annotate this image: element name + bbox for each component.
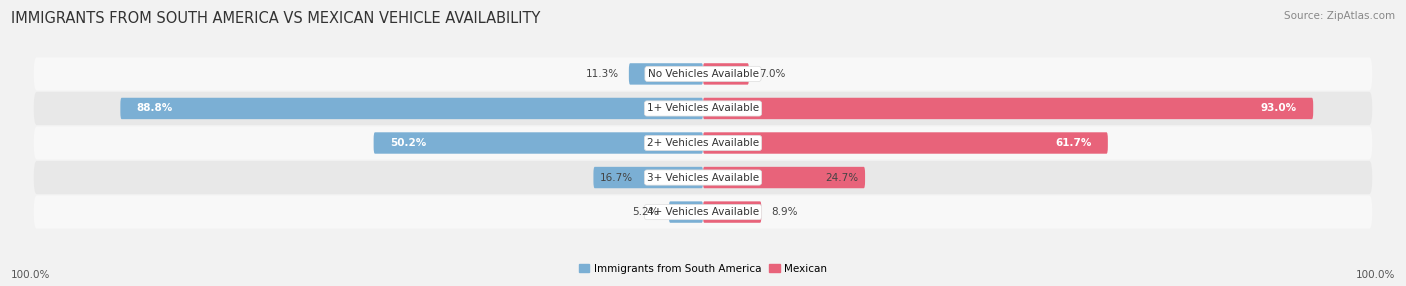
- Text: 24.7%: 24.7%: [825, 172, 859, 182]
- FancyBboxPatch shape: [34, 161, 1372, 194]
- FancyBboxPatch shape: [703, 63, 749, 85]
- Text: Source: ZipAtlas.com: Source: ZipAtlas.com: [1284, 11, 1395, 21]
- FancyBboxPatch shape: [34, 57, 1372, 90]
- Text: 3+ Vehicles Available: 3+ Vehicles Available: [647, 172, 759, 182]
- Text: 100.0%: 100.0%: [11, 270, 51, 280]
- FancyBboxPatch shape: [703, 98, 1313, 119]
- FancyBboxPatch shape: [703, 201, 762, 223]
- FancyBboxPatch shape: [34, 92, 1372, 125]
- FancyBboxPatch shape: [628, 63, 703, 85]
- FancyBboxPatch shape: [593, 167, 703, 188]
- FancyBboxPatch shape: [34, 126, 1372, 160]
- Legend: Immigrants from South America, Mexican: Immigrants from South America, Mexican: [575, 260, 831, 278]
- FancyBboxPatch shape: [121, 98, 703, 119]
- FancyBboxPatch shape: [703, 167, 865, 188]
- Text: 93.0%: 93.0%: [1261, 104, 1296, 114]
- Text: 88.8%: 88.8%: [136, 104, 173, 114]
- Text: 1+ Vehicles Available: 1+ Vehicles Available: [647, 104, 759, 114]
- Text: 8.9%: 8.9%: [772, 207, 797, 217]
- FancyBboxPatch shape: [669, 201, 703, 223]
- Text: 4+ Vehicles Available: 4+ Vehicles Available: [647, 207, 759, 217]
- Text: 61.7%: 61.7%: [1054, 138, 1091, 148]
- Text: 50.2%: 50.2%: [389, 138, 426, 148]
- Text: 100.0%: 100.0%: [1355, 270, 1395, 280]
- Text: 11.3%: 11.3%: [586, 69, 619, 79]
- Text: No Vehicles Available: No Vehicles Available: [648, 69, 758, 79]
- Text: 16.7%: 16.7%: [600, 172, 633, 182]
- FancyBboxPatch shape: [34, 196, 1372, 229]
- Text: 5.2%: 5.2%: [633, 207, 659, 217]
- FancyBboxPatch shape: [703, 132, 1108, 154]
- Text: 2+ Vehicles Available: 2+ Vehicles Available: [647, 138, 759, 148]
- Text: 7.0%: 7.0%: [759, 69, 785, 79]
- Text: IMMIGRANTS FROM SOUTH AMERICA VS MEXICAN VEHICLE AVAILABILITY: IMMIGRANTS FROM SOUTH AMERICA VS MEXICAN…: [11, 11, 541, 26]
- FancyBboxPatch shape: [374, 132, 703, 154]
